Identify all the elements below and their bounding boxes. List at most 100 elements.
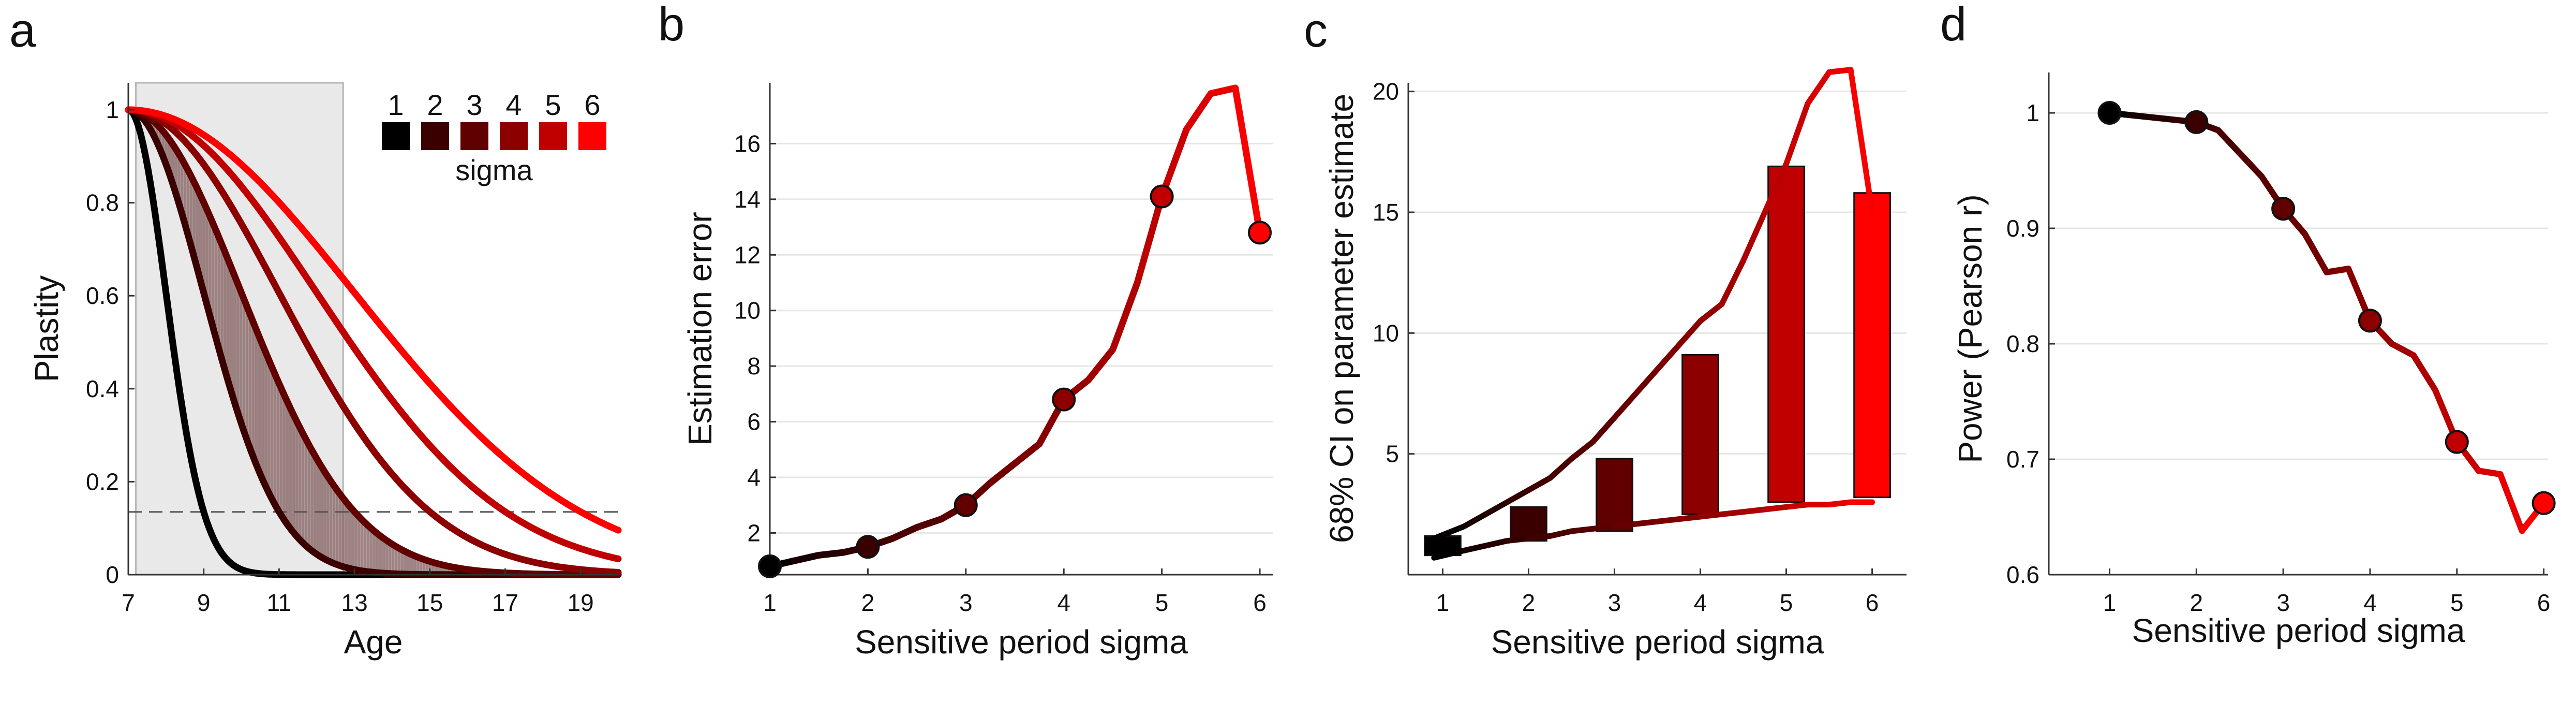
x-tick-label: 2 (2190, 589, 2203, 616)
ci-lower-line-segment (1547, 528, 1574, 539)
panel-c-confidence-interval-chart: 5 10 15 20 1 2 3 4 5 6 Sensitive period sigma 68% C… (1323, 67, 1907, 661)
error-line-segment (791, 551, 823, 564)
panel-labels: a b c d (9, 0, 1967, 57)
y-tick-label: 2 (747, 519, 761, 546)
ci-lower-line-segment (1676, 514, 1704, 522)
ci-lower-line-segment (1611, 521, 1639, 530)
ci-upper-line-segment (1461, 511, 1488, 530)
data-point-sigma-2 (856, 535, 880, 559)
ci-upper-line-segment (1740, 209, 1768, 264)
plasticity-curve-sigma-4 (125, 106, 622, 576)
ci-bar-sigma-6 (1853, 192, 1891, 499)
power-line-segment (2388, 341, 2417, 359)
error-line-segment (1134, 193, 1166, 286)
y-tick-label: 1 (106, 96, 119, 123)
x-axis-label: Sensitive period sigma (2132, 612, 2465, 649)
error-line-segment (1085, 346, 1116, 384)
legend-label: 6 (584, 89, 600, 121)
x-tick-label: 19 (568, 589, 594, 616)
power-line-segment (2497, 471, 2525, 534)
y-axis-label: Power (Pearson r) (1952, 194, 1989, 463)
x-tick-label: 4 (1057, 589, 1070, 616)
y-tick-label: 10 (734, 297, 761, 324)
x-axis-label: Age (344, 623, 403, 661)
y-tick-label: 16 (734, 130, 761, 157)
error-line-segment (1011, 441, 1043, 467)
x-tick-label: 5 (2450, 589, 2464, 616)
x-tick-label: 15 (416, 589, 443, 616)
legend-label: 2 (427, 89, 443, 121)
legend-swatch-sigma-2 (421, 122, 449, 150)
ci-upper-line-segment (1568, 439, 1596, 462)
error-line-segment (1207, 84, 1239, 97)
x-tick-label: 4 (1694, 589, 1707, 616)
y-tick-label: 0.9 (2006, 215, 2039, 242)
error-line-segment (987, 460, 1018, 487)
ci-lower-line-segment (1568, 525, 1596, 534)
data-point-sigma-6 (2532, 491, 2556, 515)
legend-swatch-sigma-1 (382, 122, 410, 150)
ci-upper-line-segment (1655, 342, 1682, 372)
error-line-segment (889, 524, 920, 542)
error-line-segment (913, 516, 945, 531)
power-line-segment (2324, 266, 2351, 275)
y-axis-label: Plastity (28, 275, 65, 382)
x-tick-label: 7 (122, 589, 135, 616)
x-tick-label: 3 (1608, 589, 1621, 616)
x-axis-label: Sensitive period sigma (855, 623, 1188, 661)
x-tick-label: 9 (197, 589, 211, 616)
y-tick-label: 6 (747, 408, 761, 435)
power-line-segment (2475, 468, 2504, 477)
legend-swatch-sigma-4 (500, 122, 528, 150)
ci-upper-line-segment (1698, 301, 1725, 324)
ci-lower-line-segment (1431, 547, 1467, 561)
data-point-sigma-1 (758, 554, 782, 578)
ci-upper-line-segment (1482, 499, 1510, 517)
ci-lower-line-segment (1762, 504, 1790, 513)
ci-lower-line-segment (1590, 523, 1617, 532)
data-point-sigma-3 (954, 493, 978, 517)
legend-label: 3 (466, 89, 482, 121)
y-tick-label: 0.8 (2006, 330, 2039, 357)
y-axis-label: 68% CI on parameter estimate (1323, 94, 1360, 543)
x-tick-label: 1 (1436, 589, 1450, 616)
error-line-segment (1109, 279, 1141, 353)
legend-label: 5 (545, 89, 561, 121)
ci-lower-line-segment (1525, 533, 1553, 542)
ci-upper-line-segment (1826, 67, 1854, 75)
x-tick-label: 6 (1253, 589, 1267, 616)
ci-upper-line-segment (1431, 523, 1467, 542)
x-tick-label: 6 (1866, 589, 1879, 616)
ci-upper-line-segment (1633, 366, 1660, 397)
power-line-segment (2302, 231, 2330, 275)
ci-upper-line-segment (1590, 415, 1617, 445)
panel-d-power-chart: 0.6 0.7 0.8 0.9 1 1 2 3 4 5 6 Sensitive period sigm… (1952, 72, 2556, 649)
power-line-segment (2410, 352, 2438, 393)
panel-label-b: b (658, 0, 684, 51)
panel-label-c: c (1304, 4, 1328, 57)
y-tick-label: 8 (747, 353, 761, 379)
legend-swatch-sigma-5 (539, 122, 567, 150)
ci-lower-line-segment (1504, 535, 1531, 544)
data-point-sigma-4 (1052, 387, 1076, 412)
x-tick-label: 3 (959, 589, 973, 616)
y-tick-label: 0 (106, 561, 119, 588)
ci-upper-line-segment (1611, 390, 1639, 421)
x-tick-label: 2 (1522, 589, 1536, 616)
ci-lower-line-segment (1783, 502, 1811, 510)
x-tick-label: 5 (1780, 589, 1793, 616)
x-tick-label: 11 (267, 589, 292, 616)
power-line-segment (2237, 150, 2265, 180)
y-tick-label: 14 (734, 186, 761, 213)
x-tick-label: 2 (861, 589, 875, 616)
ci-lower-line-segment (1740, 506, 1768, 515)
ci-lower-line-segment (1698, 511, 1725, 520)
legend-label: 1 (388, 89, 404, 121)
data-point-sigma-2 (2184, 110, 2209, 134)
ci-upper-line-segment (1805, 69, 1833, 107)
legend-swatch-sigma-3 (460, 122, 488, 150)
x-tick-label: 1 (763, 589, 777, 616)
x-tick-label: 3 (2276, 589, 2290, 616)
